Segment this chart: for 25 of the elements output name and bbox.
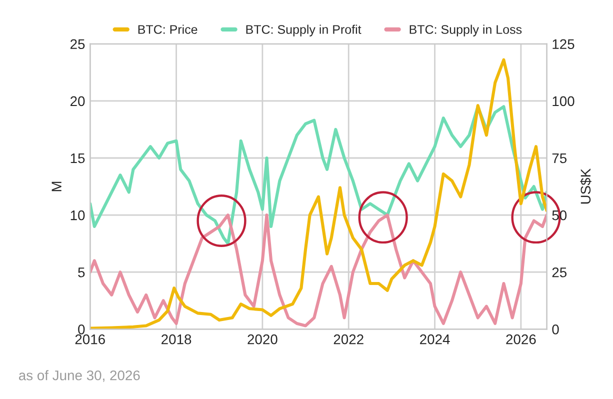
legend-label: BTC: Price <box>138 24 198 34</box>
y-tick-label: 10 <box>70 210 85 220</box>
x-tick-label: 2022 <box>334 334 364 344</box>
y-tick-label: 25 <box>70 39 85 50</box>
x-tick-label: 2016 <box>75 334 105 344</box>
y-tick-label: 20 <box>70 96 85 106</box>
legend-label: BTC: Supply in Profit <box>246 24 362 36</box>
x-tick-label: 2020 <box>248 334 278 344</box>
text: as of June 30, 2026 <box>18 370 140 382</box>
y-axis-title: M <box>52 182 62 192</box>
y2-axis-title: US$K <box>580 168 592 204</box>
y2-tick-label: 25 <box>552 267 567 278</box>
y2-tick-label: 75 <box>552 153 567 164</box>
legend-label: BTC: Supply in Loss <box>410 24 522 36</box>
y-tick-label: 0 <box>78 324 85 334</box>
y-tick-label: 5 <box>78 268 85 278</box>
y2-tick-label: 100 <box>552 96 574 106</box>
line-series <box>90 214 547 328</box>
x-tick-label: 2024 <box>420 334 450 344</box>
line-series <box>90 105 547 246</box>
x-tick-label: 2018 <box>162 334 192 344</box>
y2-tick-label: 125 <box>552 39 574 50</box>
y-tick-label: 15 <box>70 153 85 164</box>
y2-tick-label: 0 <box>552 324 559 334</box>
x-tick-label: 2026 <box>506 334 536 344</box>
